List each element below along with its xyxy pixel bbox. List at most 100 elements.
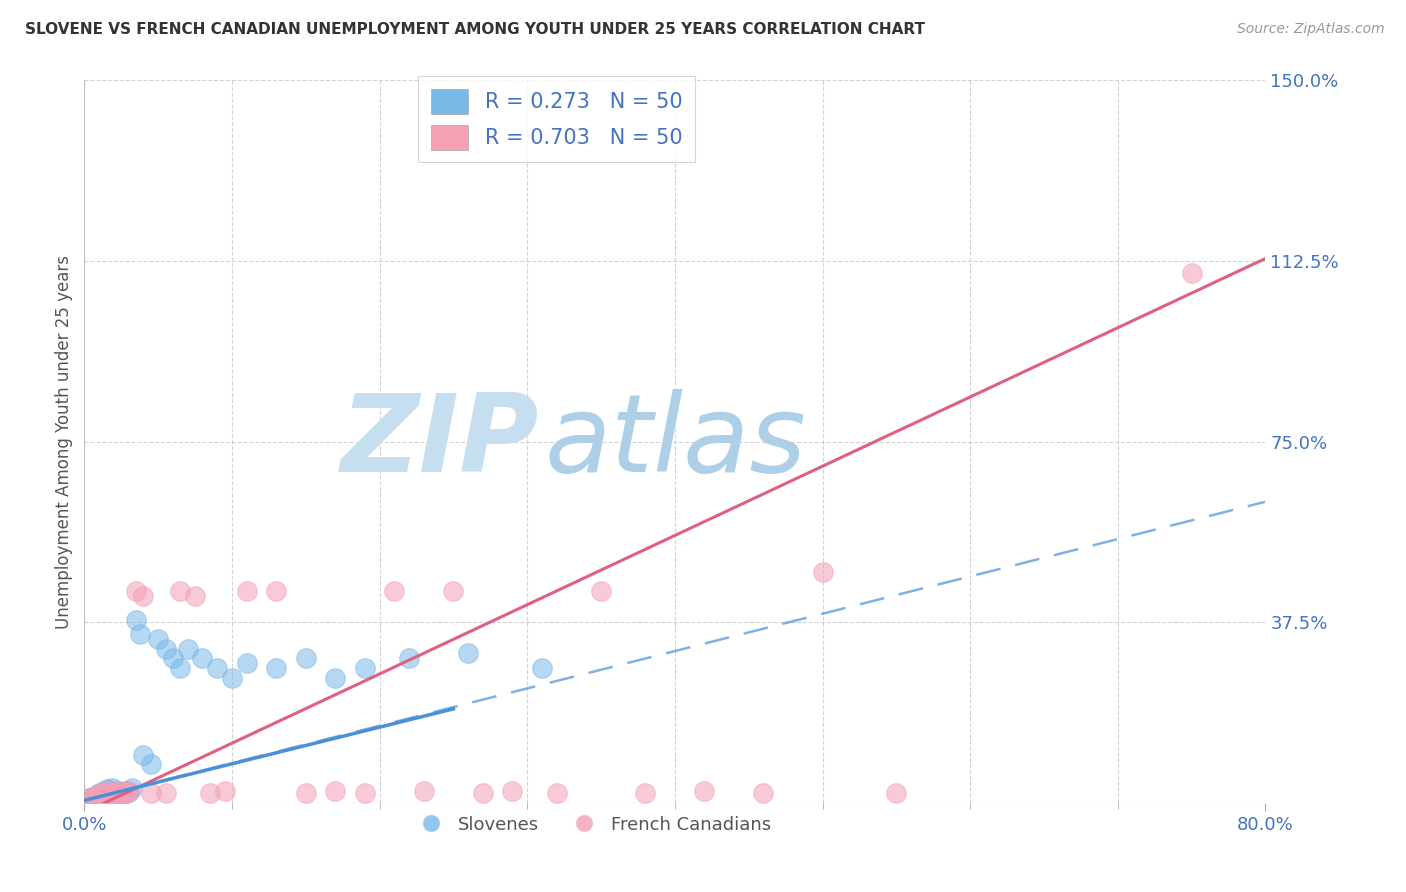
Point	[169, 583, 191, 598]
Point	[132, 747, 155, 762]
Point	[752, 786, 775, 800]
Text: ZIP: ZIP	[340, 389, 538, 494]
Point	[84, 789, 107, 803]
Point	[443, 583, 465, 598]
Point	[87, 787, 111, 801]
Point	[1181, 266, 1204, 280]
Text: SLOVENE VS FRENCH CANADIAN UNEMPLOYMENT AMONG YOUTH UNDER 25 YEARS CORRELATION C: SLOVENE VS FRENCH CANADIAN UNEMPLOYMENT …	[25, 22, 925, 37]
Point	[693, 784, 716, 798]
Point	[531, 661, 554, 675]
Text: Source: ZipAtlas.com: Source: ZipAtlas.com	[1237, 22, 1385, 37]
Point	[111, 786, 134, 800]
Point	[266, 583, 288, 598]
Point	[354, 786, 377, 800]
Point	[97, 786, 120, 800]
Point	[84, 791, 107, 805]
Point	[325, 784, 347, 798]
Point	[354, 661, 377, 675]
Point	[177, 641, 200, 656]
Point	[191, 651, 214, 665]
Point	[101, 785, 124, 799]
Point	[83, 789, 105, 803]
Point	[93, 787, 115, 801]
Point	[184, 589, 207, 603]
Point	[111, 786, 134, 800]
Point	[221, 671, 243, 685]
Point	[236, 583, 259, 598]
Point	[155, 641, 177, 656]
Point	[811, 565, 834, 579]
Point	[546, 786, 568, 800]
Point	[125, 613, 148, 627]
Point	[77, 791, 100, 805]
Point	[501, 784, 523, 798]
Point	[94, 790, 117, 805]
Point	[148, 632, 170, 646]
Point	[90, 787, 112, 801]
Point	[457, 647, 479, 661]
Point	[155, 786, 177, 800]
Point	[96, 784, 118, 798]
Point	[90, 789, 112, 803]
Point	[105, 784, 128, 798]
Point	[325, 671, 347, 685]
Point	[169, 661, 191, 675]
Point	[100, 787, 122, 801]
Point	[162, 651, 184, 665]
Point	[198, 786, 221, 800]
Point	[87, 789, 111, 803]
Point	[96, 789, 118, 803]
Point	[112, 787, 135, 801]
Point	[98, 784, 121, 798]
Point	[114, 786, 136, 800]
Point	[104, 787, 127, 801]
Point	[207, 661, 229, 675]
Point	[295, 651, 318, 665]
Point	[129, 627, 152, 641]
Point	[236, 656, 259, 670]
Point	[110, 787, 132, 801]
Point	[86, 792, 108, 806]
Point	[125, 583, 148, 598]
Point	[214, 784, 236, 798]
Y-axis label: Unemployment Among Youth under 25 years: Unemployment Among Youth under 25 years	[55, 254, 73, 629]
Point	[118, 784, 141, 798]
Text: atlas: atlas	[546, 389, 807, 494]
Point	[121, 781, 143, 796]
Point	[886, 786, 908, 800]
Point	[87, 786, 111, 800]
Point	[77, 791, 100, 805]
Point	[139, 757, 162, 772]
Point	[82, 790, 104, 805]
Point	[266, 661, 288, 675]
Point	[103, 789, 125, 803]
Point	[80, 792, 103, 806]
Point	[100, 789, 122, 803]
Point	[634, 786, 657, 800]
Point	[93, 787, 115, 801]
Point	[96, 782, 118, 797]
Point	[382, 583, 406, 598]
Point	[103, 785, 125, 799]
Point	[118, 785, 141, 799]
Point	[103, 787, 125, 801]
Point	[107, 787, 129, 801]
Point	[114, 784, 136, 798]
Point	[97, 789, 120, 803]
Point	[110, 789, 132, 803]
Point	[295, 786, 318, 800]
Point	[94, 785, 117, 799]
Point	[398, 651, 420, 665]
Point	[91, 786, 114, 800]
Point	[413, 784, 436, 798]
Point	[108, 789, 131, 803]
Point	[472, 786, 495, 800]
Point	[84, 790, 107, 805]
Point	[107, 786, 129, 800]
Point	[139, 786, 162, 800]
Point	[91, 790, 114, 805]
Point	[591, 583, 613, 598]
Point	[108, 784, 131, 798]
Point	[101, 781, 124, 796]
Point	[104, 789, 127, 803]
